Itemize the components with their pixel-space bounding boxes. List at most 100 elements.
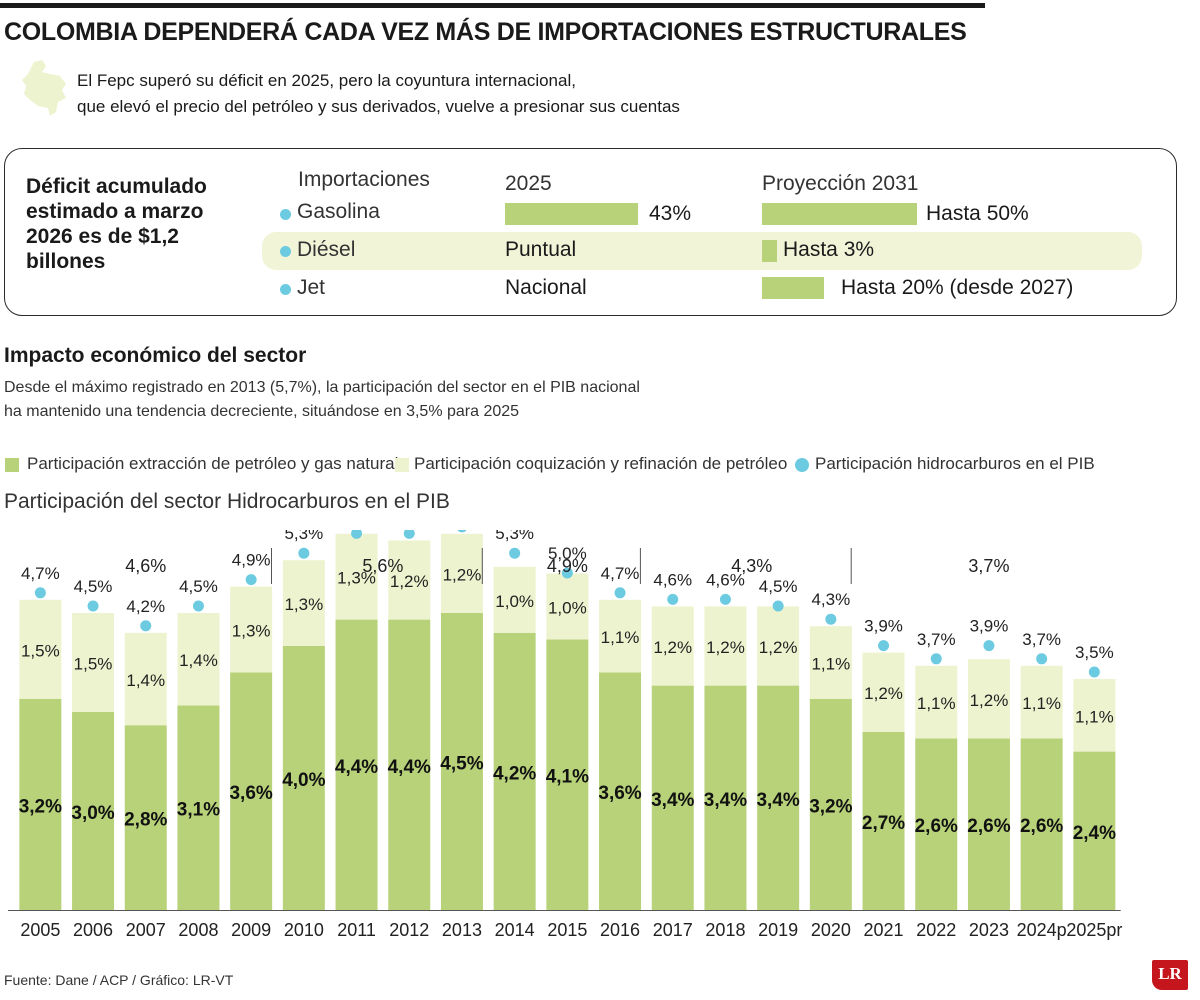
x-tick-2022: 2022 <box>916 920 956 940</box>
dot-total-2024p <box>1036 653 1048 665</box>
x-tick-2020: 2020 <box>811 920 851 940</box>
x-tick-2023: 2023 <box>969 920 1009 940</box>
x-tick-2010: 2010 <box>284 920 324 940</box>
value-2031-gasolina: Hasta 50% <box>926 202 1029 225</box>
label-refining-2025pr: 1,1% <box>1075 707 1114 726</box>
label-refining-2005: 1,5% <box>21 641 60 660</box>
label-extraction-2021: 2,7% <box>862 813 905 834</box>
bar-extraction-2005 <box>19 698 62 910</box>
label-refining-2016: 1,1% <box>601 628 640 647</box>
bar-2031-jet <box>762 277 824 299</box>
label-extraction-2012: 4,4% <box>388 757 431 778</box>
legend-swatch-extraction <box>5 458 19 472</box>
label-refining-2006: 1,5% <box>74 655 113 674</box>
x-tick-2008: 2008 <box>178 920 218 940</box>
bar-extraction-2018 <box>704 685 747 910</box>
label-total-2020: 4,3% <box>811 590 850 609</box>
label-total-2024p: 3,7% <box>1022 630 1061 649</box>
label-total-2005: 4,7% <box>21 564 60 583</box>
x-tick-2006: 2006 <box>73 920 113 940</box>
bar-extraction-2013 <box>440 613 483 910</box>
bar-refining-2023 <box>967 659 1010 739</box>
bar-refining-2009 <box>230 586 273 673</box>
label-total-2025pr: 3,5% <box>1075 643 1114 662</box>
label-total-2009: 4,9% <box>232 551 271 570</box>
dot-total-2008 <box>192 600 204 612</box>
bar-extraction-2024p <box>1020 738 1063 910</box>
bar-refining-2024p <box>1020 665 1063 739</box>
label-total-2008: 4,5% <box>179 577 218 596</box>
bar-extraction-2025pr <box>1073 751 1116 910</box>
label-total-2016: 4,7% <box>601 564 640 583</box>
bar-2025-gasolina <box>505 203 639 225</box>
label-refining-2022: 1,1% <box>917 694 956 713</box>
bar-refining-2005 <box>19 599 62 699</box>
dot-total-2018 <box>719 593 731 605</box>
label-refining-2018: 1,2% <box>706 638 745 657</box>
label-extraction-2025pr: 2,4% <box>1073 823 1116 844</box>
label-refining-2017: 1,2% <box>653 638 692 657</box>
bar-extraction-2023 <box>967 738 1010 910</box>
dot-total-2019 <box>772 600 784 612</box>
dot-total-2022 <box>930 653 942 665</box>
bar-refining-2010 <box>282 560 325 646</box>
bar-extraction-2017 <box>651 685 694 910</box>
row-name-jet: Jet <box>297 276 326 299</box>
period-average-2014-2016: 4,9% <box>547 556 588 576</box>
dot-total-2020 <box>825 613 837 625</box>
label-extraction-2016: 3,6% <box>598 783 641 804</box>
label-refining-2009: 1,3% <box>232 622 271 641</box>
dot-total-2010 <box>298 547 310 559</box>
dot-total-2005 <box>34 587 46 599</box>
dot-total-2025pr <box>1088 666 1100 678</box>
x-tick-2024p: 2024p <box>1017 920 1067 940</box>
label-extraction-2013: 4,5% <box>440 754 483 775</box>
bar-extraction-2011 <box>335 619 378 910</box>
period-average-2021-2025pr: 3,7% <box>968 556 1009 576</box>
bar-refining-2016 <box>599 599 642 673</box>
label-total-2017: 4,6% <box>653 570 692 589</box>
dot-total-2006 <box>87 600 99 612</box>
deficit-text: Déficit acumulado estimado a marzo 2026 … <box>26 175 207 273</box>
x-tick-2019: 2019 <box>758 920 798 940</box>
bar-2031-gasolina <box>762 203 917 225</box>
bar-2031-diesel <box>762 240 777 262</box>
value-2025-gasolina: 43% <box>649 202 692 225</box>
value-2025-jet: Nacional <box>505 276 587 299</box>
label-total-2014: 5,3% <box>495 530 534 543</box>
period-average-2005-2009: 4,6% <box>125 556 166 576</box>
bar-extraction-2012 <box>388 619 431 910</box>
bar-extraction-2006 <box>72 712 115 910</box>
label-extraction-2024p: 2,6% <box>1020 816 1063 837</box>
x-tick-2005: 2005 <box>20 920 60 940</box>
x-tick-2018: 2018 <box>705 920 745 940</box>
bar-refining-2014 <box>493 566 536 633</box>
label-refining-2021: 1,2% <box>864 684 903 703</box>
gasolina-dot <box>280 209 291 220</box>
bar-refining-2017 <box>651 606 694 686</box>
col-header-2025: 2025 <box>505 172 552 195</box>
header-subtitle: El Fepc superó su déficit en 2025, pero … <box>77 68 680 120</box>
bar-extraction-2022 <box>915 738 958 910</box>
label-total-2006: 4,5% <box>74 577 113 596</box>
bar-extraction-2015 <box>546 639 589 910</box>
x-tick-2013: 2013 <box>442 920 482 940</box>
bar-refining-2022 <box>915 665 958 739</box>
bar-extraction-2014 <box>493 632 536 910</box>
jet-dot <box>280 284 291 295</box>
bar-extraction-2020 <box>809 698 852 910</box>
label-extraction-2006: 3,0% <box>71 803 114 824</box>
x-tick-2021: 2021 <box>864 920 904 940</box>
label-total-2015: 5,0% <box>548 544 587 563</box>
lr-logo: LR <box>1152 960 1188 990</box>
period-average-2017-2020: 4,3% <box>731 556 772 576</box>
chart-title: Participación del sector Hidrocarburos e… <box>4 490 450 513</box>
bar-refining-2013 <box>440 533 483 613</box>
dot-total-2021 <box>878 640 890 652</box>
label-extraction-2011: 4,4% <box>335 757 378 778</box>
label-refining-2019: 1,2% <box>759 638 798 657</box>
x-tick-2015: 2015 <box>547 920 587 940</box>
subtitle-line-1: El Fepc superó su déficit en 2025, pero … <box>77 71 576 90</box>
label-extraction-2019: 3,4% <box>756 790 799 811</box>
label-total-2021: 3,9% <box>864 617 903 636</box>
